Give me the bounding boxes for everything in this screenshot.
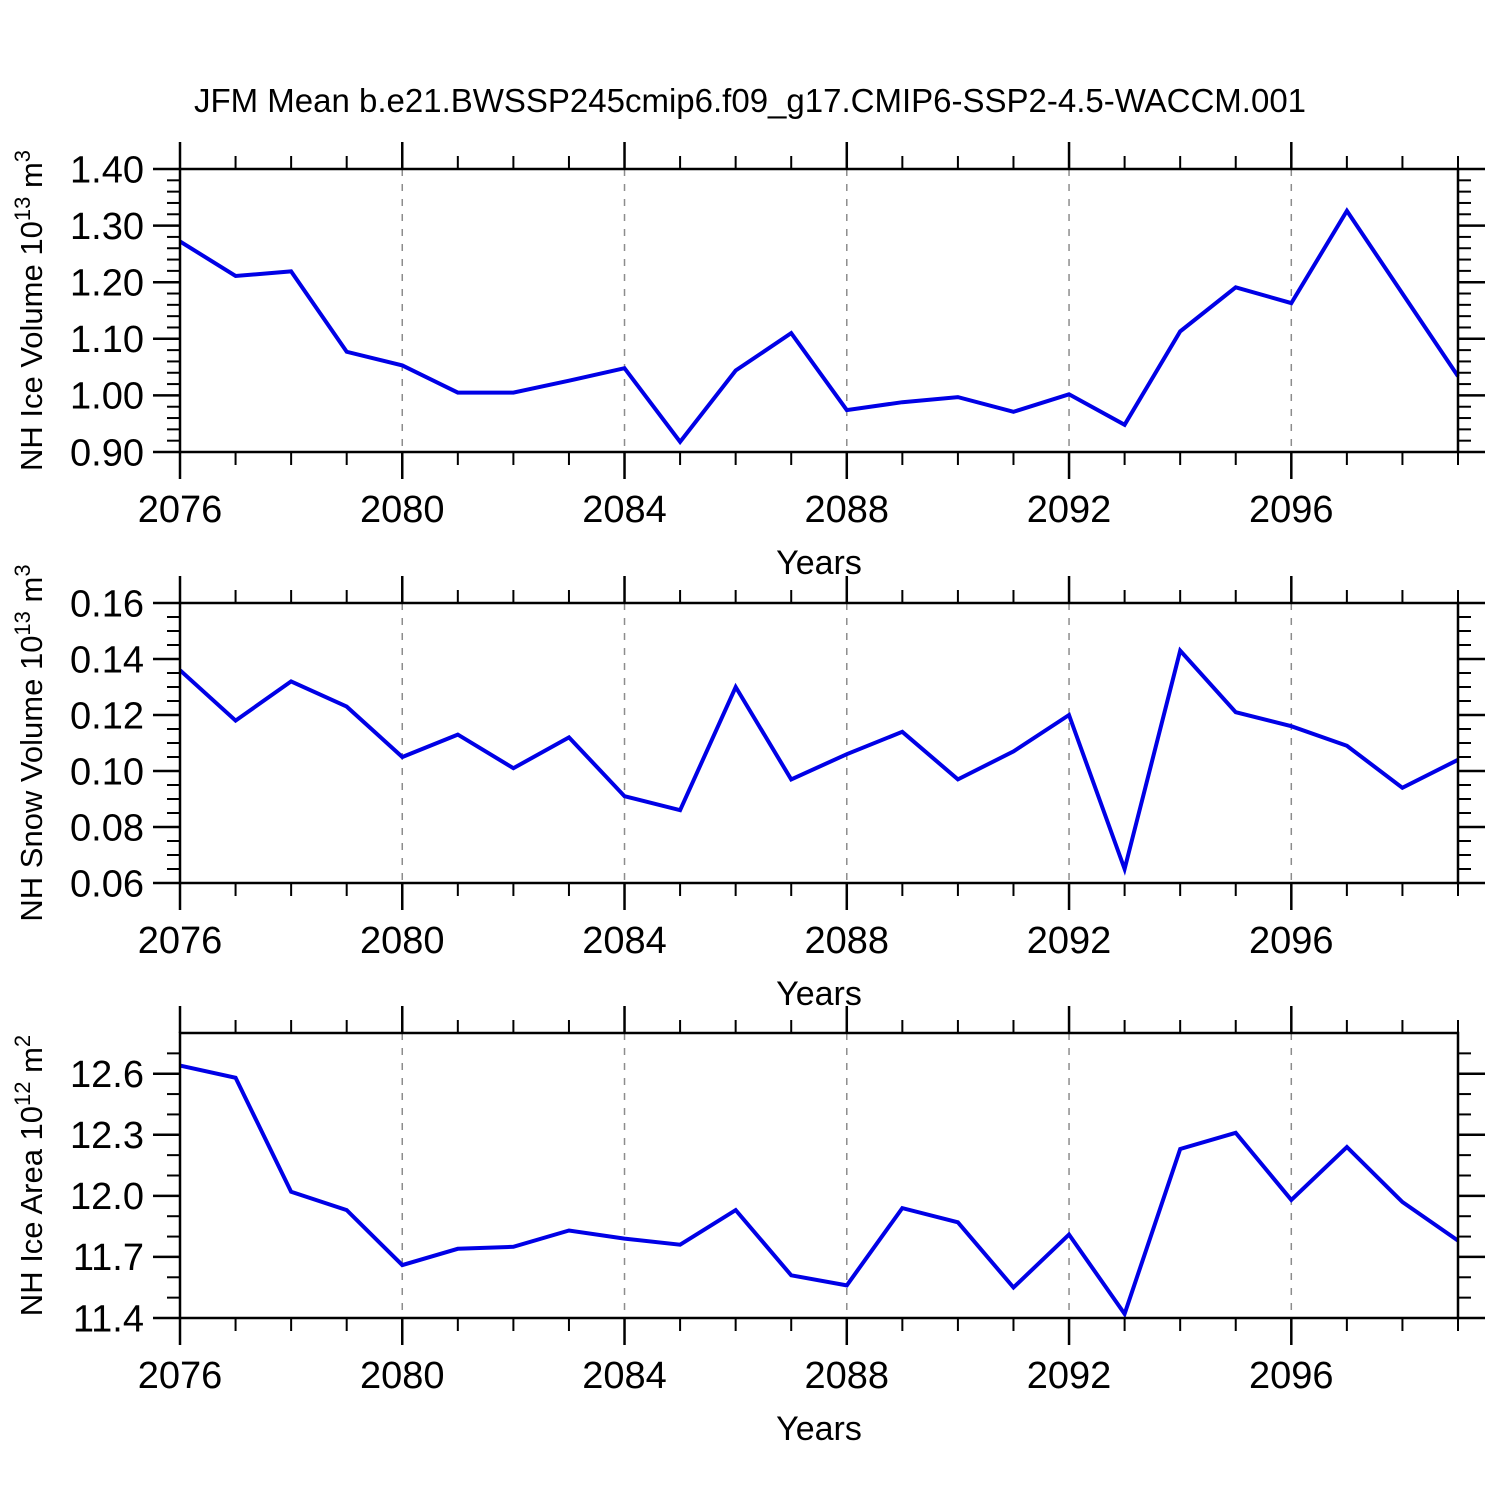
data-line — [178, 646, 1459, 876]
y-tick-label: 0.14 — [70, 639, 144, 681]
y-tick-label: 0.06 — [70, 863, 144, 905]
x-tick-label: 2084 — [582, 920, 667, 962]
x-tick-label: 2076 — [138, 1355, 223, 1397]
x-tick-label: 2080 — [360, 489, 445, 531]
x-axis-title: Years — [776, 544, 862, 582]
data-line — [179, 1063, 1460, 1319]
y-tick-label: 12.0 — [70, 1176, 144, 1218]
y-tick-label: 0.16 — [70, 583, 144, 625]
plot-border — [178, 601, 1460, 885]
figure-title: JFM Mean b.e21.BWSSP245cmip6.f09_g17.CMI… — [193, 82, 1307, 119]
x-tick-label: 2080 — [360, 920, 445, 962]
y-tick-label: 11.4 — [73, 1298, 144, 1340]
x-axis-title: Years — [776, 1410, 862, 1448]
x-tick-label: 2088 — [805, 489, 890, 531]
x-tick-label: 2096 — [1249, 489, 1334, 531]
y-tick-label: 1.00 — [70, 376, 144, 418]
y-tick-label: 0.08 — [70, 807, 144, 849]
x-tick-label: 2076 — [138, 489, 223, 531]
x-axis-title: Years — [776, 975, 862, 1013]
x-tick-label: 2092 — [1027, 920, 1112, 962]
y-tick-label: 1.10 — [70, 319, 144, 361]
x-tick-label: 2088 — [805, 1355, 890, 1397]
y-tick-label: 1.40 — [70, 149, 144, 191]
plot-border — [178, 1031, 1460, 1320]
y-tick-label: 11.7 — [73, 1237, 144, 1279]
y-axis-title: NH Ice Area 1012 m2 — [10, 1035, 49, 1316]
x-tick-label: 2076 — [138, 920, 223, 962]
y-tick-label: 12.6 — [70, 1054, 144, 1096]
y-tick-label: 1.30 — [70, 206, 144, 248]
y-tick-label: 12.3 — [70, 1115, 144, 1157]
x-tick-label: 2084 — [582, 489, 667, 531]
y-axis-title: NH Ice Volume 1013 m3 — [10, 150, 49, 471]
x-tick-label: 2088 — [805, 920, 890, 962]
x-tick-label: 2092 — [1027, 1355, 1112, 1397]
y-axis-title: NH Snow Volume 1013 m3 — [10, 564, 49, 921]
y-tick-label: 0.10 — [70, 751, 144, 793]
data-line — [178, 207, 1460, 446]
y-tick-label: 0.90 — [70, 432, 144, 474]
x-tick-label: 2092 — [1027, 489, 1112, 531]
plot-border — [178, 167, 1460, 454]
x-tick-label: 2080 — [360, 1355, 445, 1397]
x-tick-label: 2084 — [582, 1355, 667, 1397]
y-tick-label: 0.12 — [70, 695, 144, 737]
y-tick-label: 1.20 — [70, 263, 144, 305]
x-tick-label: 2096 — [1249, 1355, 1334, 1397]
x-tick-label: 2096 — [1249, 920, 1334, 962]
